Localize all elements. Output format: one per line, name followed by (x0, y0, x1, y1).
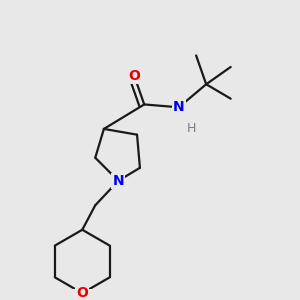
Text: O: O (76, 286, 88, 300)
Text: O: O (128, 69, 140, 82)
Text: N: N (112, 174, 124, 188)
Text: H: H (187, 122, 196, 135)
Text: N: N (173, 100, 184, 114)
